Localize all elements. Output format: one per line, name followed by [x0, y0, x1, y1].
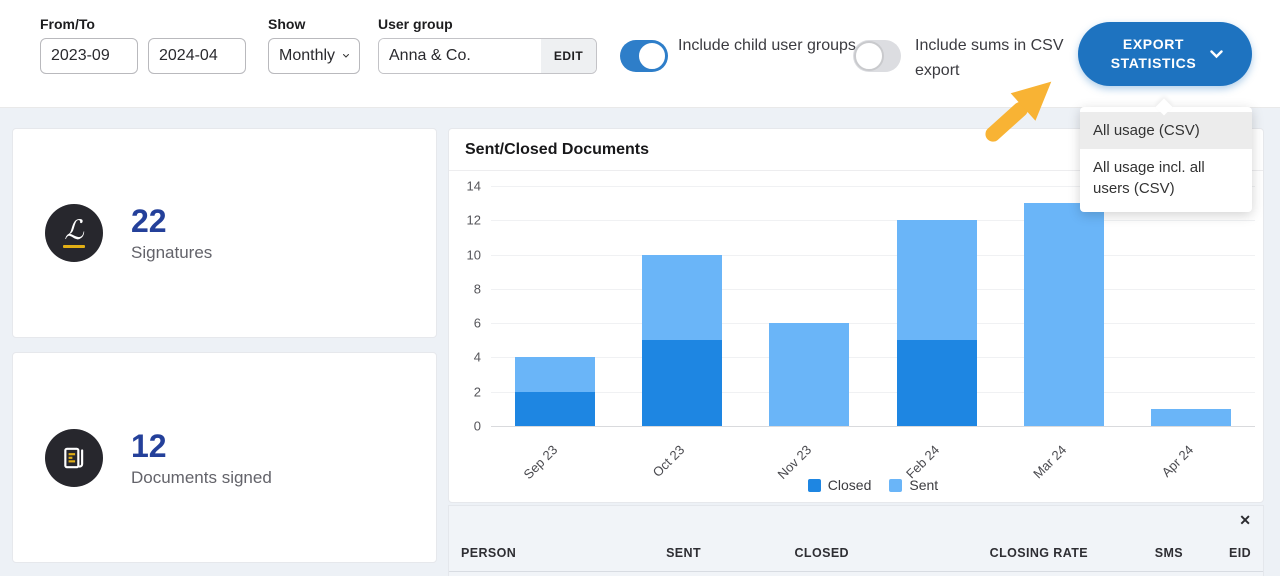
table-column-header: CLOSING RATE [989, 545, 1088, 560]
signatures-stat-card: ℒ 22 Signatures [12, 128, 437, 338]
bar-segment-closed [514, 391, 595, 426]
gridline [491, 186, 1255, 187]
close-icon[interactable]: ✕ [1239, 512, 1251, 528]
person-statistics-table: ✕ PERSON SENT CLOSED CLOSING RATE SMS EID [448, 505, 1264, 576]
bar-nov-23 [769, 186, 850, 426]
export-menu: All usage (CSV) All usage incl. all users… [1080, 98, 1252, 212]
to-date-input[interactable] [148, 38, 246, 74]
x-axis-tick-label: Feb 24 [902, 442, 942, 482]
x-axis-tick-label: Oct 23 [649, 442, 688, 480]
filter-toolbar: From/To Show Monthly User group EDIT Inc… [0, 0, 1280, 108]
legend-swatch [889, 478, 903, 492]
show-select[interactable]: Monthly [268, 38, 360, 74]
table-column-header: SENT [666, 545, 701, 560]
gridline [491, 220, 1255, 222]
export-statistics-label: EXPORT STATISTICS [1110, 36, 1197, 71]
x-axis-tick-label: Apr 24 [1158, 442, 1197, 480]
chart-legend: Closed Sent [491, 477, 1255, 493]
bar-oct-23 [642, 186, 722, 426]
y-axis-tick-label: 6 [473, 315, 481, 331]
signature-glyph: ℒ [64, 215, 84, 246]
legend-label: Closed [827, 477, 872, 493]
chevron-down-icon [343, 54, 349, 58]
table-header-row: PERSON SENT CLOSED CLOSING RATE SMS EID [449, 534, 1263, 572]
signatures-label: Signatures [131, 243, 213, 262]
documents-signed-stat-card: 12 Documents signed [12, 352, 437, 563]
from-date-input[interactable] [40, 38, 138, 74]
bar-segment-closed [642, 340, 722, 426]
documents-signed-count: 12 [131, 427, 167, 464]
legend-label: Sent [909, 477, 939, 493]
y-axis-tick-label: 8 [473, 281, 481, 297]
x-axis-line [491, 426, 1255, 427]
bar-segment-sent [642, 254, 722, 341]
signatures-stat-text: 22 Signatures [131, 203, 212, 263]
chevron-down-icon [1209, 49, 1223, 58]
include-child-groups-toggle[interactable] [620, 40, 668, 72]
x-axis-tick-label: Nov 23 [774, 442, 815, 482]
table-column-header: PERSON [461, 545, 517, 560]
show-select-value: Monthly [279, 47, 336, 64]
bar-segment-sent [514, 357, 595, 392]
table-column-header: SMS [1154, 545, 1183, 560]
document-glyph [64, 447, 84, 468]
y-axis-tick-label: 14 [466, 178, 481, 194]
legend-swatch [807, 478, 821, 492]
y-axis-tick-label: 12 [466, 212, 481, 228]
bar-mar-24 [1024, 186, 1104, 426]
legend-item-sent: Sent [889, 477, 938, 493]
signature-icon: ℒ [45, 204, 103, 262]
include-child-groups-label: Include child user groups [678, 37, 856, 54]
documents-signed-label: Documents signed [131, 467, 272, 487]
include-csv-sums-toggle[interactable] [853, 40, 901, 72]
chart-plot: 0 2 4 6 8 10 12 14 Sep 23 Oct 23 Nov 23 Feb 24 Mar 2… [467, 179, 1255, 482]
bar-segment-closed [896, 340, 977, 426]
gridline [491, 254, 1255, 256]
bar-feb-24 [896, 186, 977, 426]
toggle-knob [854, 41, 884, 71]
chart-title: Sent/Closed Documents [449, 129, 1263, 171]
legend-item-closed: Closed [807, 477, 872, 493]
export-statistics-button[interactable]: EXPORT STATISTICS [1078, 22, 1252, 86]
show-label: Show [268, 16, 306, 32]
user-group-field: EDIT [378, 38, 597, 74]
user-group-edit-button[interactable]: EDIT [541, 39, 596, 73]
gridline [491, 357, 1255, 359]
gridline [491, 288, 1255, 290]
from-to-label: From/To [40, 16, 95, 32]
bar-segment-sent [1024, 203, 1104, 426]
table-column-header: EID [1228, 545, 1251, 560]
toggle-knob [637, 41, 667, 71]
y-axis-tick-label: 4 [473, 349, 481, 365]
y-axis-tick-label: 2 [473, 384, 481, 400]
signature-underline [63, 245, 85, 248]
user-group-label: User group [378, 16, 453, 32]
gridline [491, 323, 1255, 325]
gridline [491, 391, 1255, 393]
x-axis-tick-label: Mar 24 [1030, 442, 1070, 482]
include-csv-sums-label: Include sums in CSV export [915, 37, 1064, 79]
table-column-header: CLOSED [794, 545, 849, 560]
export-menu-item[interactable]: All usage (CSV) [1080, 112, 1252, 149]
bar-apr-24 [1151, 186, 1232, 426]
bar-sep-23 [514, 186, 595, 426]
y-axis-tick-label: 10 [466, 247, 481, 263]
y-axis-tick-label: 0 [473, 418, 481, 434]
bar-segment-sent [1151, 408, 1232, 426]
x-axis-tick-label: Sep 23 [520, 442, 560, 482]
document-icon [45, 428, 103, 487]
user-group-input[interactable] [379, 39, 541, 73]
bar-segment-sent [896, 220, 977, 341]
signatures-count: 22 [131, 203, 167, 239]
bar-segment-sent [769, 323, 850, 426]
documents-signed-stat-text: 12 Documents signed [131, 428, 272, 488]
export-menu-item[interactable]: All usage incl. all users (CSV) [1093, 159, 1205, 197]
